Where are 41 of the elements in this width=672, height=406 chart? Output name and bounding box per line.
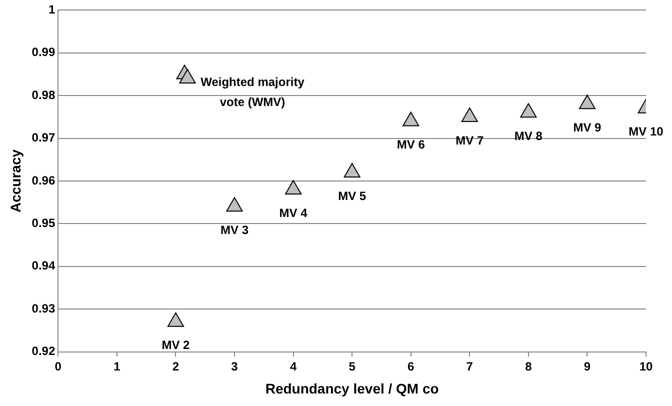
y-tick-label: 0.95 [32, 216, 56, 230]
point [285, 180, 302, 195]
point [179, 69, 196, 84]
annotation: MV 5 [338, 188, 366, 203]
point [226, 197, 243, 212]
y-tick-label: 0.93 [32, 301, 56, 316]
point [402, 112, 420, 126]
y-tick-label: 0.92 [32, 344, 56, 358]
y-tick-label: 0.96 [32, 173, 56, 188]
annotation: MV 8 [514, 128, 543, 143]
point [344, 162, 360, 178]
x-axis-title: Redundancy level / QM co [265, 380, 439, 396]
point [520, 103, 537, 118]
y-tick-label: 0.98 [32, 88, 56, 102]
annotation: MV 4 [279, 206, 308, 220]
y-tick-label: 1 [48, 2, 56, 17]
annotation: MV 10 [628, 124, 664, 139]
annotation: MV 6 [396, 138, 426, 152]
x-tick-label: 4 [290, 359, 297, 374]
annotation: MV 7 [456, 133, 484, 148]
x-tick-label: 6 [408, 359, 415, 374]
annotation: MV 2 [162, 338, 190, 352]
x-tick-label: 2 [172, 359, 180, 374]
annotation: MV 9 [573, 120, 602, 134]
annotation: MV 3 [220, 222, 249, 237]
y-tick-label: 0.97 [32, 130, 56, 145]
x-tick-label: 7 [466, 359, 474, 374]
y-tick-label: 0.99 [32, 45, 56, 60]
y-axis-title: Accuracy [7, 149, 24, 213]
point [578, 94, 596, 110]
x-tick-label: 10 [639, 359, 653, 374]
point [461, 107, 478, 122]
x-tick-label: 3 [231, 359, 238, 374]
x-tick-label: 9 [584, 359, 591, 374]
x-tick-label: 8 [525, 359, 532, 374]
annotation: Weighted majority vote (WMV) [200, 74, 305, 109]
x-tick-label: 0 [54, 359, 62, 374]
y-tick-label: 0.94 [32, 258, 56, 273]
x-tick-label: 1 [114, 359, 121, 374]
point [167, 312, 184, 327]
x-tick-label: 5 [348, 359, 356, 374]
